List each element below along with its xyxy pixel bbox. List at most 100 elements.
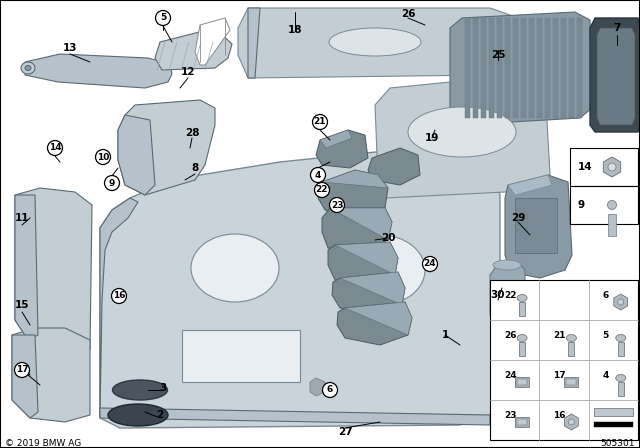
Polygon shape: [508, 175, 552, 195]
Ellipse shape: [616, 375, 626, 382]
Polygon shape: [529, 18, 534, 118]
Bar: [594, 422, 633, 427]
Ellipse shape: [607, 201, 616, 210]
Circle shape: [314, 182, 330, 198]
Bar: [618, 342, 624, 356]
Text: 14: 14: [49, 143, 61, 152]
Polygon shape: [505, 18, 510, 118]
Ellipse shape: [517, 335, 527, 341]
Polygon shape: [450, 12, 592, 125]
Circle shape: [104, 176, 120, 190]
Text: 16: 16: [553, 411, 566, 420]
Bar: [570, 186, 638, 224]
Polygon shape: [481, 18, 486, 118]
Text: 11: 11: [15, 213, 29, 223]
Polygon shape: [513, 18, 518, 118]
Text: 8: 8: [191, 163, 198, 173]
Text: 16: 16: [113, 292, 125, 301]
Bar: [519, 342, 525, 356]
Text: 28: 28: [185, 128, 199, 138]
Polygon shape: [328, 242, 398, 285]
Polygon shape: [594, 408, 633, 416]
Bar: [608, 214, 616, 236]
Text: 17: 17: [16, 366, 28, 375]
Text: 12: 12: [180, 67, 195, 77]
Polygon shape: [332, 272, 405, 315]
Text: 4: 4: [602, 370, 609, 380]
Bar: [515, 417, 529, 427]
Circle shape: [422, 257, 438, 271]
Bar: [517, 379, 527, 385]
Circle shape: [156, 10, 170, 26]
Bar: [566, 379, 577, 385]
Text: 29: 29: [511, 213, 525, 223]
Text: 17: 17: [553, 370, 566, 380]
Polygon shape: [238, 8, 515, 78]
Ellipse shape: [335, 235, 425, 305]
Text: 7: 7: [613, 23, 621, 33]
Text: 20: 20: [381, 233, 396, 243]
Polygon shape: [15, 188, 92, 355]
Polygon shape: [505, 175, 572, 278]
Polygon shape: [100, 408, 490, 425]
Text: 24: 24: [424, 259, 436, 268]
Polygon shape: [118, 115, 155, 195]
Bar: [490, 280, 638, 440]
Polygon shape: [497, 18, 502, 118]
Text: 21: 21: [314, 117, 326, 126]
Text: 3: 3: [159, 383, 166, 393]
Polygon shape: [337, 302, 412, 345]
Bar: [519, 302, 525, 316]
Polygon shape: [590, 18, 640, 132]
Text: 9: 9: [578, 200, 585, 210]
Polygon shape: [248, 8, 260, 78]
Polygon shape: [473, 18, 478, 118]
Polygon shape: [316, 130, 368, 168]
Bar: [515, 377, 529, 387]
Bar: [570, 148, 638, 186]
Bar: [182, 330, 300, 382]
Text: 19: 19: [425, 133, 439, 143]
Polygon shape: [12, 335, 38, 418]
Text: 18: 18: [288, 25, 302, 35]
Text: © 2019 BMW AG: © 2019 BMW AG: [5, 439, 81, 448]
Polygon shape: [368, 148, 420, 185]
Text: 1: 1: [442, 330, 449, 340]
Polygon shape: [490, 262, 525, 328]
Ellipse shape: [329, 28, 421, 56]
Polygon shape: [310, 378, 325, 396]
Polygon shape: [597, 28, 635, 125]
Text: 5: 5: [602, 331, 609, 340]
Text: 30: 30: [491, 290, 505, 300]
Bar: [517, 419, 527, 425]
Text: 15: 15: [15, 300, 29, 310]
Polygon shape: [318, 170, 388, 218]
Circle shape: [310, 168, 326, 182]
Polygon shape: [553, 18, 558, 118]
Polygon shape: [25, 54, 172, 88]
Polygon shape: [345, 302, 412, 335]
Ellipse shape: [21, 62, 35, 74]
Polygon shape: [195, 18, 230, 65]
Circle shape: [323, 383, 337, 397]
Ellipse shape: [616, 335, 626, 341]
Text: 13: 13: [63, 43, 77, 53]
Text: 26: 26: [401, 9, 415, 19]
Text: 24: 24: [504, 370, 516, 380]
Ellipse shape: [568, 419, 575, 425]
Polygon shape: [100, 198, 138, 418]
Text: 9: 9: [109, 178, 115, 188]
Text: 21: 21: [553, 331, 566, 340]
Circle shape: [15, 362, 29, 378]
Text: 23: 23: [504, 411, 516, 420]
Text: 14: 14: [578, 162, 593, 172]
Polygon shape: [320, 130, 352, 148]
Polygon shape: [12, 328, 90, 422]
Bar: [618, 382, 624, 396]
Polygon shape: [545, 18, 550, 118]
Polygon shape: [577, 18, 582, 118]
Polygon shape: [335, 242, 398, 275]
Ellipse shape: [25, 65, 31, 70]
Text: 6: 6: [327, 385, 333, 395]
Polygon shape: [569, 18, 574, 118]
